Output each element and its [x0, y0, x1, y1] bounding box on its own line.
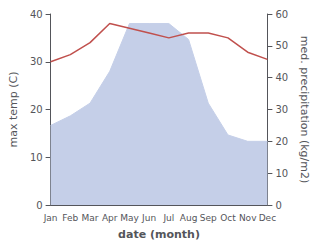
- svg-text:date (month): date (month): [118, 228, 200, 241]
- svg-text:10: 10: [275, 168, 288, 179]
- svg-text:Jul: Jul: [162, 213, 174, 223]
- svg-text:60: 60: [275, 9, 288, 20]
- svg-text:med. precipitation (kg/m2): med. precipitation (kg/m2): [298, 36, 311, 184]
- svg-text:30: 30: [30, 56, 43, 67]
- svg-text:Jan: Jan: [43, 213, 58, 223]
- svg-text:0: 0: [36, 200, 42, 211]
- svg-text:30: 30: [275, 104, 288, 115]
- svg-text:20: 20: [275, 136, 288, 147]
- svg-text:Dec: Dec: [259, 213, 276, 223]
- svg-text:Mar: Mar: [82, 213, 99, 223]
- svg-text:max temp (C): max temp (C): [7, 71, 20, 147]
- svg-text:Apr: Apr: [102, 213, 118, 223]
- svg-text:40: 40: [30, 9, 43, 20]
- svg-text:20: 20: [30, 104, 43, 115]
- svg-text:Sep: Sep: [200, 213, 217, 223]
- svg-text:40: 40: [275, 72, 288, 83]
- svg-text:May: May: [120, 213, 139, 223]
- svg-text:Nov: Nov: [239, 213, 257, 223]
- svg-text:Oct: Oct: [220, 213, 236, 223]
- svg-text:Jun: Jun: [141, 213, 156, 223]
- svg-text:Aug: Aug: [180, 213, 198, 223]
- svg-text:10: 10: [30, 152, 43, 163]
- svg-text:Feb: Feb: [62, 213, 78, 223]
- svg-text:50: 50: [275, 40, 288, 51]
- svg-text:0: 0: [275, 200, 281, 211]
